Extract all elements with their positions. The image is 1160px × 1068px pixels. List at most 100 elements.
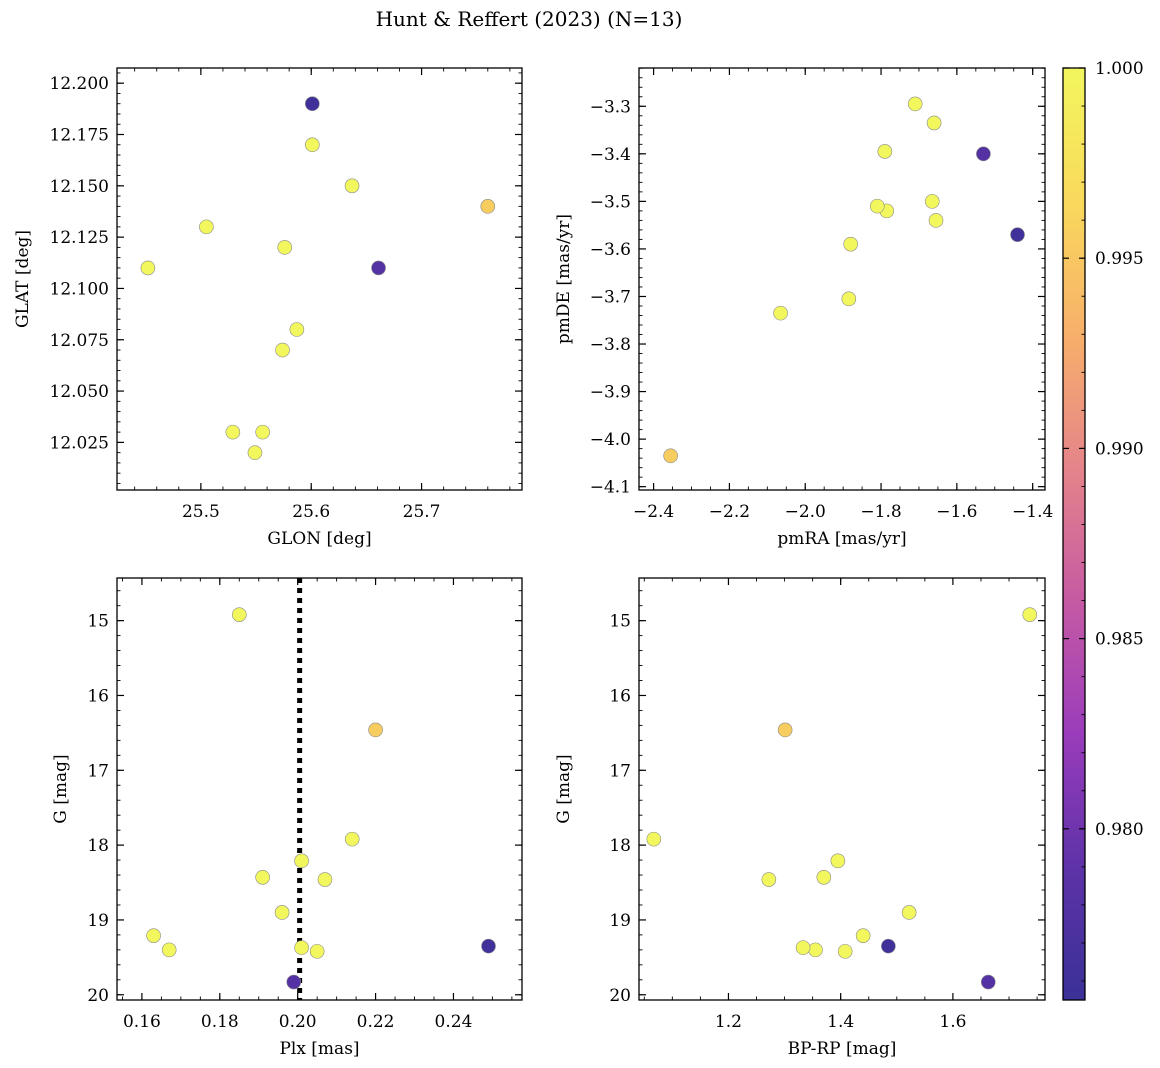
colorbar: 0.980 0.985 0.990 0.995 1.000 xyxy=(1062,59,1144,1001)
scatter-point xyxy=(317,872,333,887)
scatter-point xyxy=(663,448,678,464)
ticks: 0.16 0.18 0.20 0.22 0.24 15 16 17 18 19 20 xyxy=(87,578,522,1032)
x-tick-label: −1.8 xyxy=(860,502,901,522)
y-tick-label: 20 xyxy=(87,986,109,1006)
scatter-point xyxy=(368,722,383,738)
scatter-point xyxy=(1022,607,1038,622)
scatter-point xyxy=(255,869,270,885)
axes-frame xyxy=(638,67,1046,491)
scatter-point xyxy=(830,853,846,869)
y-tick-label: −3.8 xyxy=(590,335,631,355)
axes-frame xyxy=(116,67,523,491)
y-tick-label: 17 xyxy=(609,761,631,781)
y-tick-label: −3.6 xyxy=(590,240,631,260)
y-tick-label: −3.7 xyxy=(590,287,631,307)
x-tick-label: 25.6 xyxy=(292,502,330,522)
scatter-point xyxy=(843,236,859,252)
y-tick-label: 18 xyxy=(87,836,109,856)
scatter-point xyxy=(646,831,662,847)
y-tick-label: 12.025 xyxy=(50,433,109,453)
scatter-point xyxy=(344,178,360,194)
scatter-point xyxy=(294,940,309,955)
colorbar-tick-label: 0.995 xyxy=(1095,249,1144,269)
scatter-point xyxy=(294,853,309,869)
y-tick-label: 16 xyxy=(87,686,109,706)
y-axis-label: GLAT [deg] xyxy=(13,230,33,328)
scatter-point xyxy=(309,944,325,959)
y-tick-label: 12.200 xyxy=(50,74,109,94)
panels: 25.5 25.6 25.7 12.025 12.050 12.075 12.100 12.1… xyxy=(13,67,1053,1059)
scatter-point xyxy=(274,905,290,920)
y-tick-label: −3.9 xyxy=(590,383,631,403)
y-tick-label: 19 xyxy=(609,911,631,931)
scatter-point xyxy=(199,219,214,235)
scatter-point xyxy=(881,938,896,954)
x-tick-label: −2.4 xyxy=(633,502,674,522)
scatter-point xyxy=(928,213,944,228)
axes-frame xyxy=(116,577,523,1001)
scatter-point xyxy=(795,940,811,955)
scatter-point xyxy=(855,928,871,943)
y-tick-label: 16 xyxy=(609,686,631,706)
y-tick-label: −3.4 xyxy=(590,145,631,165)
y-tick-label: 15 xyxy=(609,612,631,632)
x-axis-label: pmRA [mas/yr] xyxy=(777,529,906,549)
scatter-point xyxy=(980,974,996,990)
scatter-point xyxy=(286,974,302,990)
x-tick-label: 0.22 xyxy=(357,1012,395,1032)
y-tick-label: 15 xyxy=(87,612,109,632)
y-tick-label: 12.075 xyxy=(50,331,109,351)
x-tick-label: −1.4 xyxy=(1012,502,1053,522)
x-tick-label: 25.7 xyxy=(403,502,441,522)
scatter-point xyxy=(808,942,823,958)
scatter-point xyxy=(924,194,940,209)
scatter-point xyxy=(344,831,360,847)
y-tick-label: −4.0 xyxy=(590,430,631,450)
figure-title: Hunt & Reffert (2023) (N=13) xyxy=(376,7,683,31)
y-tick-label: 12.175 xyxy=(50,126,109,146)
colorbar-tick-label: 1.000 xyxy=(1095,59,1144,79)
y-axis-label: G [mag] xyxy=(51,754,71,823)
y-tick-label: −3.5 xyxy=(590,192,631,212)
scatter-point xyxy=(877,144,893,159)
panel-bprp-g: 1.2 1.4 1.6 15 16 17 18 19 20 BP-RP [mag] G [mag] xyxy=(554,577,1046,1059)
x-axis-label: GLON [deg] xyxy=(267,529,371,549)
x-tick-label: 1.6 xyxy=(939,1012,966,1032)
scatter-point xyxy=(777,722,793,738)
y-tick-label: 12.150 xyxy=(50,177,109,197)
y-tick-label: 12.125 xyxy=(50,228,109,248)
panel-plx-g: 0.16 0.18 0.20 0.22 0.24 15 16 17 18 19 20 Plx [mas… xyxy=(51,577,523,1059)
scatter-point xyxy=(161,942,177,958)
colorbar-tick-label: 0.980 xyxy=(1095,820,1144,840)
scatter-point xyxy=(926,115,942,131)
scatter-point xyxy=(275,342,290,358)
y-tick-label: 12.100 xyxy=(50,279,109,299)
ticks: 25.5 25.6 25.7 12.025 12.050 12.075 12.100 12.1… xyxy=(50,68,522,522)
scatter-point xyxy=(481,938,496,954)
scatter-point xyxy=(140,260,156,276)
scatter-point xyxy=(305,137,320,153)
y-tick-label: −3.3 xyxy=(590,97,631,117)
x-tick-label: 0.16 xyxy=(123,1012,161,1032)
scatter-point xyxy=(371,260,386,276)
y-tick-label: 19 xyxy=(87,911,109,931)
colorbar-tick-label: 0.985 xyxy=(1095,630,1144,650)
panel-pmra-pmde: −2.4 −2.2 −2.0 −1.8 −1.6 −1.4 −4.1 −4.0 −3.9 −3.8… xyxy=(554,67,1053,549)
scatter-point xyxy=(816,869,832,885)
ticks: 1.2 1.4 1.6 15 16 17 18 19 20 xyxy=(609,578,1045,1032)
y-tick-label: 12.050 xyxy=(50,382,109,402)
scatter-point xyxy=(837,944,853,959)
scatter-point xyxy=(773,305,788,321)
y-tick-label: −4.1 xyxy=(590,478,631,498)
scatter-point xyxy=(305,96,320,112)
scatter-point xyxy=(480,199,496,214)
scatter-point xyxy=(976,146,991,162)
x-tick-label: 1.4 xyxy=(827,1012,854,1032)
x-tick-label: −2.0 xyxy=(785,502,826,522)
scatter-point xyxy=(869,198,885,214)
scatter-point xyxy=(907,96,923,112)
x-tick-label: −1.6 xyxy=(936,502,977,522)
scatter-point xyxy=(231,607,247,622)
scatter-point xyxy=(255,424,270,440)
